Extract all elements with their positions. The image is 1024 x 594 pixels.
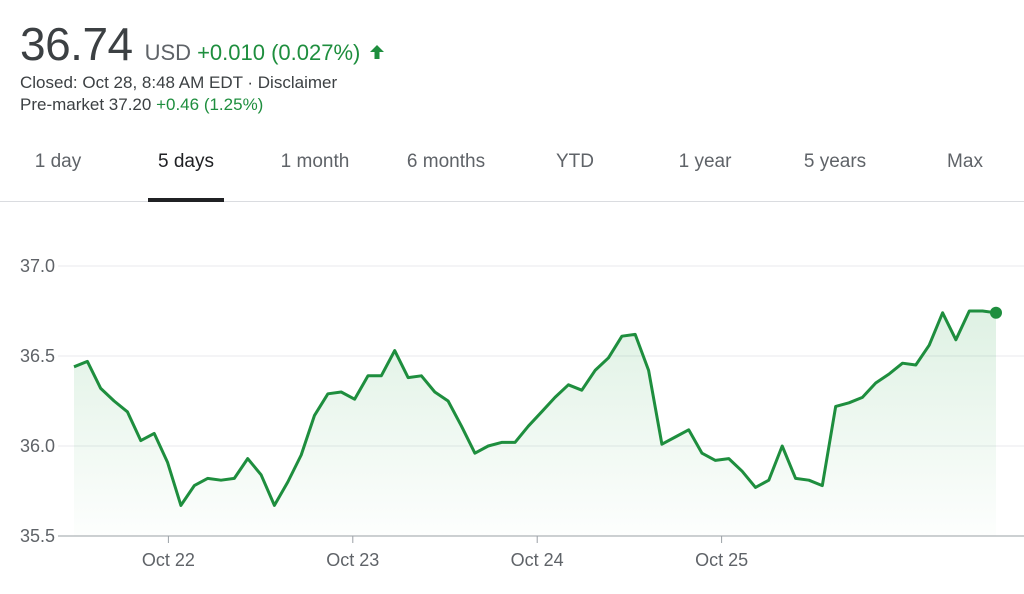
tab-1-month[interactable]: 1 month [280,151,350,172]
last-price-point [990,306,1002,319]
x-tick-label: Oct 22 [142,550,195,570]
premarket-change: +0.46 (1.25%) [156,95,264,114]
currency: USD [144,40,192,65]
price-change: +0.010 (0.027%) [197,40,361,65]
y-axis: 37.0 36.5 36.0 35.5 [20,256,55,546]
price-chart: 37.036.536.035.5 Oct 22 Oct 23 Oct 24 Oct 2… [20,256,1024,570]
price-line [73,309,997,507]
range-tabs: 1 day 5 days 1 month 6 months YTD 1 year… [0,140,1024,202]
tab-ytd[interactable]: YTD [556,151,594,172]
x-tick-label: Oct 23 [326,550,379,570]
y-tick-label: 37.0 [20,256,55,276]
x-tick-label: Oct 24 [511,550,564,570]
tab-5-days[interactable]: 5 days [148,140,224,202]
premarket-label: Pre-market 37.20 [20,95,152,114]
current-price: 36.74 [20,18,133,70]
tab-1-day[interactable]: 1 day [34,151,82,172]
quote-header: 36.74 USD +0.010 (0.027%) Closed: Oct 28… [20,16,386,116]
premarket-info: Pre-market 37.20 +0.46 (1.25%) [20,94,386,116]
tab-5-years[interactable]: 5 years [803,151,867,172]
tab-6-months[interactable]: 6 months [406,151,486,172]
x-tick-label: Oct 25 [695,550,748,570]
closed-status: Closed: Oct 28, 8:48 AM EDT · Disclaimer [20,73,338,92]
y-tick-label: 35.5 [20,526,55,546]
tab-1-year[interactable]: 1 year [678,151,732,172]
y-tick-label: 36.5 [20,346,55,366]
price-row: 36.74 USD +0.010 (0.027%) [20,16,386,72]
tab-max[interactable]: Max [947,151,983,172]
price-area [74,311,996,536]
y-tick-label: 36.0 [20,436,55,456]
x-axis: Oct 22 Oct 23 Oct 24 Oct 25 [142,536,748,570]
arrow-up-icon [370,45,385,59]
